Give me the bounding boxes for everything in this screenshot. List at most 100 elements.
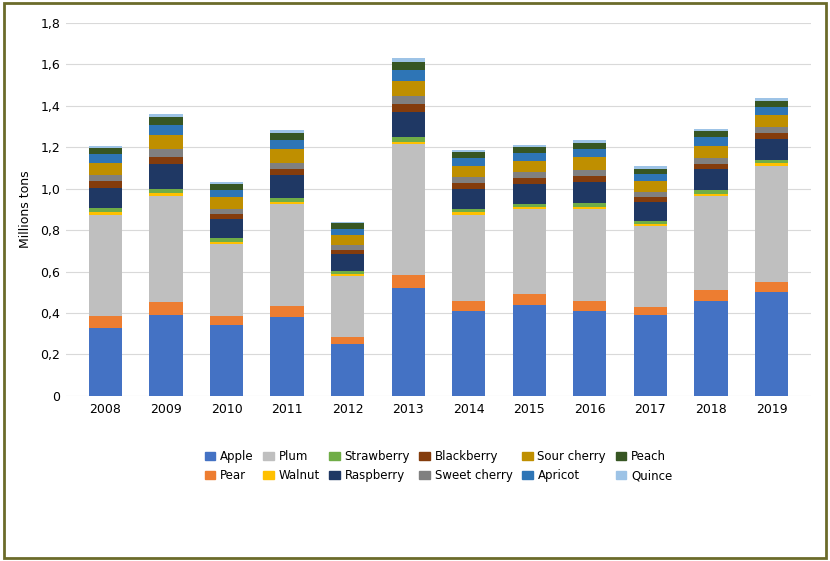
Bar [149, 135, 183, 149]
Bar [89, 328, 122, 396]
Bar [210, 190, 243, 197]
Bar [331, 344, 364, 396]
Bar [452, 209, 486, 213]
Bar [210, 241, 243, 243]
Bar [210, 214, 243, 219]
Bar [149, 196, 183, 302]
Bar [694, 146, 728, 158]
Bar [271, 163, 304, 169]
Bar [513, 145, 546, 147]
Bar [694, 158, 728, 164]
Bar [574, 176, 607, 182]
Bar [210, 209, 243, 214]
Bar [634, 220, 667, 224]
Bar [452, 311, 486, 396]
Legend: Apple, Pear, Plum, Walnut, Strawberry, Raspberry, Blackberry, Sweet cherry, Sour: Apple, Pear, Plum, Walnut, Strawberry, R… [205, 450, 672, 482]
Bar [271, 133, 304, 140]
Bar [331, 229, 364, 235]
Bar [210, 316, 243, 325]
Bar [452, 177, 486, 183]
Bar [331, 254, 364, 271]
Bar [694, 129, 728, 131]
Bar [754, 133, 788, 139]
Bar [754, 166, 788, 282]
Bar [271, 169, 304, 175]
Bar [513, 153, 546, 161]
Bar [634, 174, 667, 181]
Bar [89, 146, 122, 148]
Bar [392, 104, 425, 112]
Bar [754, 160, 788, 163]
Bar [513, 208, 546, 209]
Bar [89, 181, 122, 187]
Bar [271, 198, 304, 202]
Bar [271, 175, 304, 198]
Bar [634, 224, 667, 226]
Bar [754, 127, 788, 133]
Bar [331, 337, 364, 344]
Bar [574, 301, 607, 311]
Bar [452, 301, 486, 311]
Bar [331, 250, 364, 254]
Bar [89, 154, 122, 163]
Bar [331, 222, 364, 223]
Bar [634, 181, 667, 191]
Bar [694, 190, 728, 194]
Bar [694, 194, 728, 196]
Bar [271, 149, 304, 163]
Bar [754, 292, 788, 396]
Bar [574, 149, 607, 157]
Bar [331, 223, 364, 229]
Bar [392, 112, 425, 137]
Bar [634, 197, 667, 202]
Bar [210, 219, 243, 238]
Bar [694, 196, 728, 290]
Bar [210, 243, 243, 316]
Bar [149, 164, 183, 189]
Bar [149, 114, 183, 117]
Bar [392, 141, 425, 144]
Bar [149, 302, 183, 315]
Bar [574, 169, 607, 176]
Bar [574, 203, 607, 207]
Bar [89, 148, 122, 154]
Bar [694, 137, 728, 146]
Bar [452, 183, 486, 189]
Bar [392, 144, 425, 275]
Bar [149, 189, 183, 194]
Bar [754, 107, 788, 115]
Bar [452, 213, 486, 214]
Bar [513, 209, 546, 295]
Bar [513, 204, 546, 208]
Bar [271, 306, 304, 317]
Bar [694, 290, 728, 301]
Bar [271, 317, 304, 396]
Bar [392, 96, 425, 104]
Bar [452, 189, 486, 209]
Bar [271, 140, 304, 149]
Bar [89, 187, 122, 208]
Bar [392, 81, 425, 96]
Bar [392, 58, 425, 62]
Bar [634, 168, 667, 174]
Bar [89, 214, 122, 316]
Bar [392, 288, 425, 396]
Bar [149, 194, 183, 196]
Bar [694, 131, 728, 137]
Y-axis label: Millions tons: Millions tons [19, 171, 32, 248]
Bar [149, 149, 183, 157]
Bar [331, 235, 364, 245]
Bar [149, 125, 183, 135]
Bar [634, 226, 667, 307]
Bar [452, 158, 486, 166]
Bar [574, 140, 607, 142]
Bar [210, 184, 243, 190]
Bar [392, 137, 425, 141]
Bar [452, 150, 486, 153]
Bar [89, 163, 122, 175]
Bar [392, 70, 425, 81]
Bar [331, 245, 364, 250]
Bar [754, 163, 788, 166]
Bar [392, 62, 425, 70]
Bar [634, 191, 667, 197]
